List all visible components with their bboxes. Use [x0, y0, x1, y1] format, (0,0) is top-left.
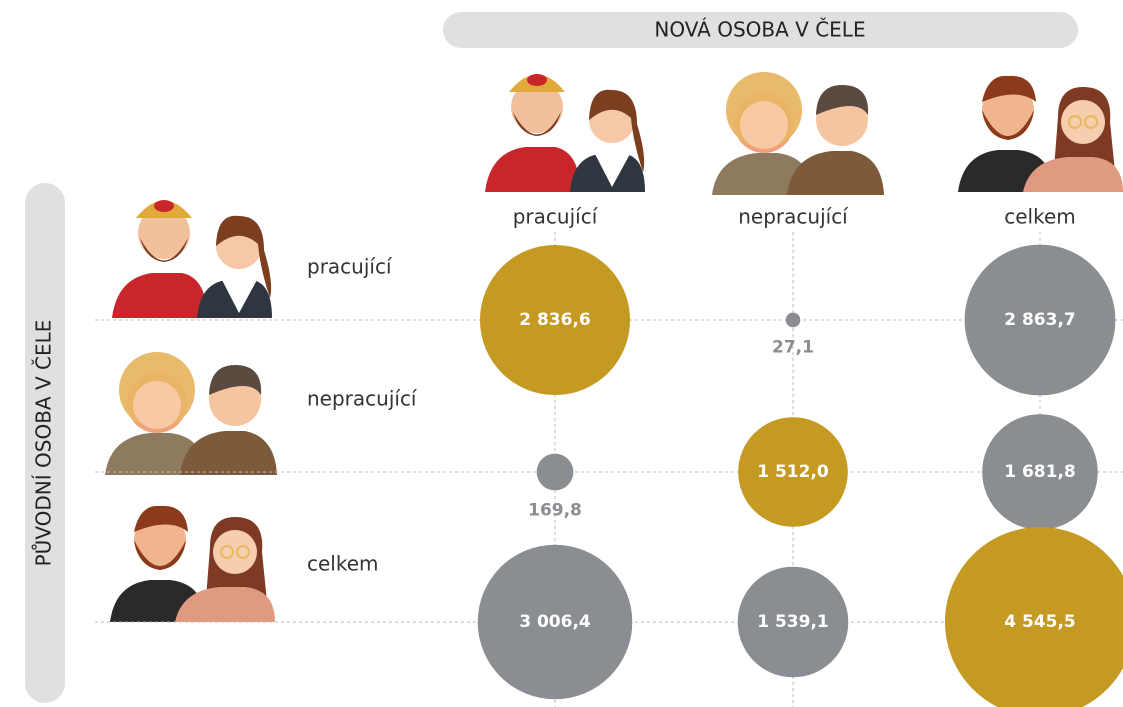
value-label: 4 545,5 [1004, 612, 1076, 632]
value-label: 2 836,6 [519, 310, 591, 330]
row-label: nepracující [307, 387, 418, 411]
bubble [477, 544, 633, 700]
icon [485, 74, 645, 192]
value-label: 27,1 [772, 337, 814, 357]
value-label: 169,8 [528, 500, 582, 520]
bubble [945, 527, 1123, 707]
bubble [536, 453, 574, 491]
value-label: 3 006,4 [519, 612, 591, 632]
icon [957, 74, 1123, 193]
value-label: 1 681,8 [1004, 462, 1076, 482]
value-label: 2 863,7 [1004, 310, 1076, 330]
bubble [982, 414, 1098, 530]
row-label: celkem [307, 552, 379, 576]
value-label: 1 539,1 [757, 612, 829, 632]
bubble [738, 417, 848, 527]
column-label: nepracující [738, 205, 849, 229]
icon [109, 504, 276, 623]
column-title: NOVÁ OSOBA V ČELE [654, 18, 865, 42]
column-label: pracující [513, 205, 599, 229]
icon [112, 200, 272, 318]
row-title: PŮVODNÍ OSOBA V ČELE [32, 320, 56, 567]
icon [105, 352, 277, 475]
value-label: 1 512,0 [757, 462, 829, 482]
bubble [964, 244, 1116, 396]
column-label: celkem [1004, 205, 1076, 229]
header-pill [443, 12, 1078, 48]
bubble [785, 312, 801, 328]
bubble [737, 566, 849, 678]
icon [712, 72, 884, 195]
row-label: pracující [307, 255, 393, 279]
side-pill [25, 183, 65, 703]
bubble [479, 244, 631, 396]
